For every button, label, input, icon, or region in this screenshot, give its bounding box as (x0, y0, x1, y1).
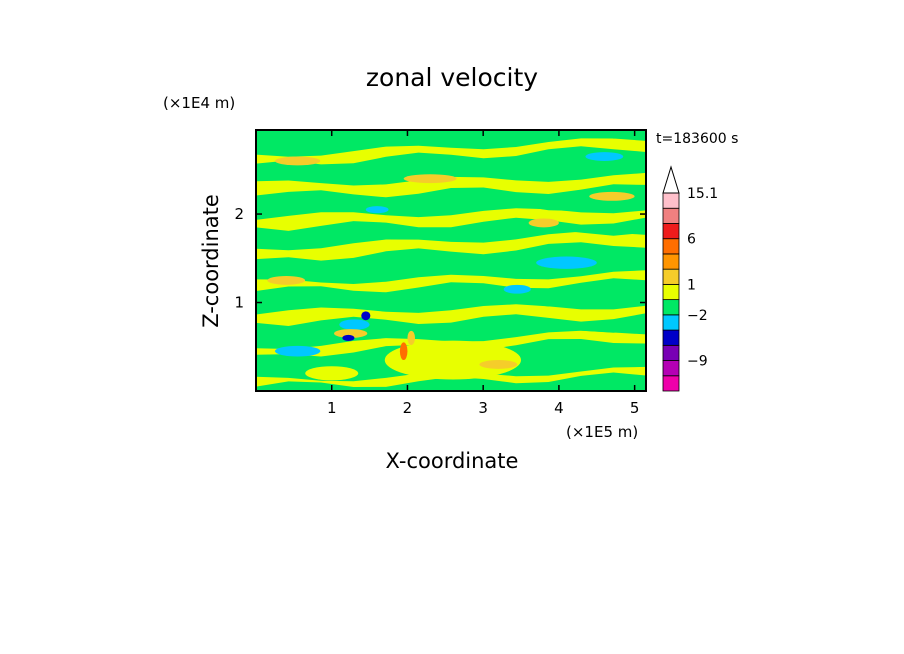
field-anomaly (503, 284, 531, 294)
x-axis-label: X-coordinate (386, 449, 519, 473)
y-axis: 12 (234, 205, 646, 312)
field-anomaly (479, 360, 518, 369)
field-band (256, 289, 646, 309)
velocity-field (256, 130, 646, 391)
field-anomaly (274, 345, 321, 357)
colorbar-label: 1 (687, 277, 696, 293)
field-band (256, 138, 646, 165)
colorbar-swatch (662, 375, 680, 392)
colorbar-swatch (662, 360, 680, 377)
colorbar-label: 15.1 (687, 186, 718, 202)
colorbar-swatch (662, 299, 680, 316)
colorbar-swatch (662, 253, 680, 270)
field-anomaly (403, 174, 457, 184)
y-tick-label: 1 (234, 294, 244, 312)
colorbar-swatch (662, 238, 680, 255)
field-anomaly (528, 218, 559, 228)
colorbar-swatch (662, 268, 680, 285)
colorbar-swatch (662, 344, 680, 361)
field-anomaly (407, 330, 416, 345)
y-axis-label: Z-coordinate (199, 194, 223, 328)
field-anomaly (399, 342, 408, 361)
chart-title: zonal velocity (366, 63, 538, 92)
colorbar-swatch (662, 283, 680, 301)
field-band (256, 231, 646, 261)
field-band (256, 172, 646, 198)
time-label: t=183600 s (656, 131, 738, 147)
colorbar-label: 6 (687, 232, 696, 248)
colorbar: 15.1 6 1 −2 −9 (662, 165, 718, 392)
field-anomaly (342, 334, 355, 342)
colorbar-swatch (662, 329, 680, 346)
colorbar-swatch (662, 223, 680, 240)
field-band (256, 193, 646, 214)
field-anomaly (384, 340, 522, 380)
x-tick-label: 5 (630, 399, 640, 417)
field-band (256, 270, 646, 293)
field-anomaly (274, 156, 321, 166)
colorbar-extend-arrow (662, 165, 680, 194)
field-band (256, 208, 646, 231)
colorbar-swatch (662, 207, 680, 224)
colorbar-label: −2 (687, 308, 708, 324)
field-anomaly (365, 206, 389, 214)
y-unit-label: (×1E4 m) (163, 94, 235, 112)
field-band (256, 366, 646, 387)
x-tick-label: 3 (478, 399, 488, 417)
field-anomaly (536, 256, 597, 269)
plot-frame (255, 129, 647, 392)
field-anomaly (267, 275, 306, 285)
field-band (256, 247, 646, 276)
field-anomaly (305, 366, 359, 381)
x-unit-label: (×1E5 m) (566, 423, 638, 441)
field-anomaly (589, 191, 635, 201)
x-axis: 1 2 3 4 5 (327, 130, 639, 417)
field-anomaly (339, 319, 370, 330)
field-anomaly (585, 152, 624, 161)
colorbar-swatch (662, 192, 680, 209)
field-anomaly (361, 311, 371, 321)
field-band (256, 130, 646, 150)
y-tick-label: 2 (234, 205, 244, 223)
colorbar-label: −9 (687, 354, 708, 370)
field-band (256, 304, 646, 326)
colorbar-swatch (662, 314, 680, 331)
x-tick-label: 1 (327, 399, 337, 417)
x-tick-label: 4 (554, 399, 564, 417)
field-band (256, 156, 646, 181)
field-anomaly (334, 329, 368, 338)
x-tick-label: 2 (403, 399, 413, 417)
